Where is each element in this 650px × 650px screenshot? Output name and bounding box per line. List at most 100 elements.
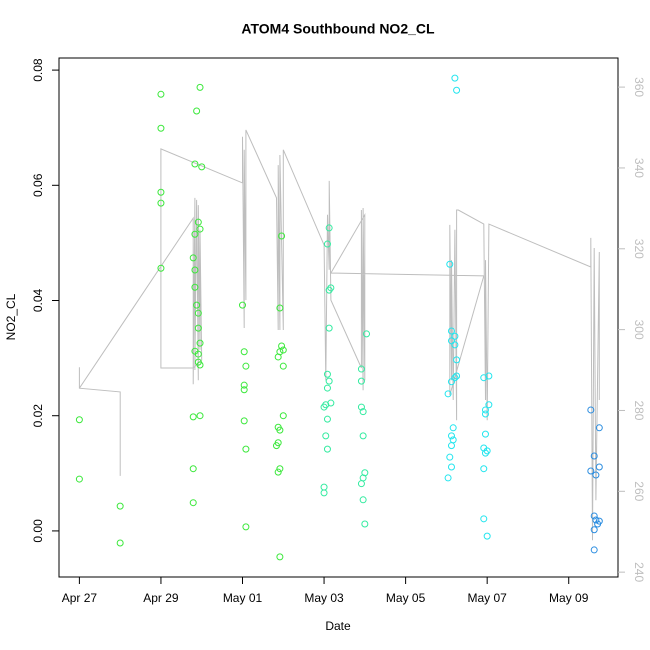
point bbox=[242, 523, 250, 531]
point bbox=[595, 463, 603, 471]
point bbox=[157, 90, 165, 98]
point bbox=[240, 381, 248, 389]
point bbox=[242, 362, 250, 370]
x-axis-label: Date bbox=[325, 619, 351, 633]
point bbox=[157, 264, 165, 272]
point bbox=[116, 539, 124, 547]
point bbox=[194, 324, 202, 332]
point bbox=[480, 374, 488, 382]
point bbox=[196, 339, 204, 347]
y-tick-label: 0.00 bbox=[31, 519, 45, 543]
point bbox=[481, 449, 489, 457]
point bbox=[75, 416, 83, 424]
point bbox=[274, 353, 282, 361]
point bbox=[193, 107, 201, 115]
point bbox=[323, 370, 331, 378]
point bbox=[449, 424, 457, 432]
point bbox=[240, 417, 248, 425]
point bbox=[359, 432, 367, 440]
point bbox=[451, 74, 459, 82]
point bbox=[481, 406, 489, 414]
point bbox=[480, 515, 488, 523]
point bbox=[279, 346, 287, 354]
point bbox=[451, 341, 459, 349]
point bbox=[193, 301, 201, 309]
point bbox=[196, 412, 204, 420]
point bbox=[320, 483, 328, 491]
point bbox=[323, 415, 331, 423]
point bbox=[592, 471, 600, 479]
point bbox=[240, 386, 248, 394]
point bbox=[196, 83, 204, 91]
point bbox=[447, 378, 455, 386]
point bbox=[276, 553, 284, 561]
point bbox=[189, 413, 197, 421]
point bbox=[194, 218, 202, 226]
y-tick-label: 0.02 bbox=[31, 404, 45, 428]
point bbox=[322, 432, 330, 440]
point bbox=[363, 330, 371, 338]
point bbox=[75, 475, 83, 483]
point bbox=[480, 465, 488, 473]
point bbox=[325, 377, 333, 385]
point bbox=[587, 467, 595, 475]
point bbox=[357, 403, 365, 411]
point bbox=[276, 426, 284, 434]
point bbox=[272, 442, 280, 450]
point bbox=[359, 474, 367, 482]
point bbox=[157, 188, 165, 196]
point bbox=[587, 406, 595, 414]
point bbox=[323, 384, 331, 392]
point bbox=[590, 512, 598, 520]
point bbox=[447, 327, 455, 335]
x-tick-label: May 03 bbox=[304, 591, 344, 605]
y-tick-label: 0.04 bbox=[31, 289, 45, 313]
point bbox=[191, 266, 199, 274]
point bbox=[357, 377, 365, 385]
x-tick-label: May 07 bbox=[467, 591, 507, 605]
point bbox=[323, 240, 331, 248]
y2-tick-label: 320 bbox=[632, 239, 646, 259]
y2-tick-label: 360 bbox=[632, 77, 646, 97]
point bbox=[196, 361, 204, 369]
point bbox=[198, 163, 206, 171]
point bbox=[594, 520, 602, 528]
point bbox=[359, 496, 367, 504]
point bbox=[279, 362, 287, 370]
point bbox=[359, 408, 367, 416]
x-tick-label: May 09 bbox=[549, 591, 589, 605]
y2-tick-label: 280 bbox=[632, 400, 646, 420]
point bbox=[157, 124, 165, 132]
point bbox=[189, 465, 197, 473]
point bbox=[447, 442, 455, 450]
point bbox=[483, 532, 491, 540]
point bbox=[276, 304, 284, 312]
point bbox=[357, 365, 365, 373]
y-tick-label: 0.06 bbox=[31, 173, 45, 197]
point bbox=[595, 424, 603, 432]
point bbox=[325, 286, 333, 294]
point bbox=[590, 526, 598, 534]
point bbox=[116, 502, 124, 510]
point bbox=[485, 401, 493, 409]
point bbox=[320, 403, 328, 411]
point bbox=[276, 465, 284, 473]
point bbox=[590, 546, 598, 554]
point bbox=[323, 445, 331, 453]
point bbox=[446, 453, 454, 461]
point bbox=[242, 445, 250, 453]
y-tick-label: 0.08 bbox=[31, 58, 45, 82]
point bbox=[444, 390, 452, 398]
point bbox=[447, 432, 455, 440]
point bbox=[239, 301, 247, 309]
x-tick-label: May 05 bbox=[386, 591, 426, 605]
point bbox=[453, 372, 461, 380]
point bbox=[320, 489, 328, 497]
y2-tick-label: 240 bbox=[632, 562, 646, 582]
point bbox=[240, 348, 248, 356]
point bbox=[357, 480, 365, 488]
x-tick-label: Apr 27 bbox=[62, 591, 98, 605]
point bbox=[189, 254, 197, 262]
